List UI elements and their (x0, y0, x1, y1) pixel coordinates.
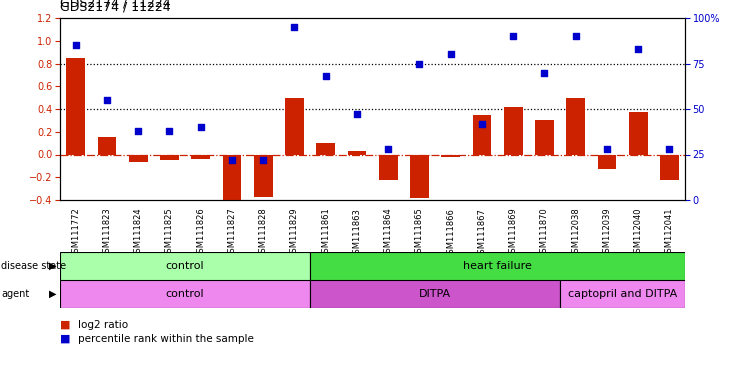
Point (664, 146, 675, 152)
Bar (560, 280, 685, 308)
Point (539, 70, 550, 76)
Bar (597, 154, 616, 169)
Bar (60, 252, 310, 280)
Bar (191, 154, 210, 159)
Point (288, 24, 300, 30)
Point (132, 128, 144, 134)
Point (101, 97, 112, 103)
Text: control: control (166, 261, 204, 271)
Text: heart failure: heart failure (463, 261, 532, 271)
Point (70, 42, 82, 48)
Point (257, 157, 269, 163)
Bar (98, 137, 116, 154)
Point (413, 60, 425, 66)
Point (383, 146, 394, 152)
Text: ■: ■ (60, 320, 71, 330)
Point (570, 33, 582, 39)
Text: ▶: ▶ (49, 261, 56, 271)
Text: agent: agent (1, 289, 30, 299)
Point (601, 146, 612, 152)
Point (320, 73, 331, 79)
Bar (629, 113, 648, 154)
Bar (660, 154, 679, 180)
Bar (347, 151, 366, 154)
Bar (316, 143, 335, 154)
Point (164, 128, 175, 134)
Bar (472, 115, 491, 154)
Bar (379, 154, 398, 180)
Bar (254, 154, 272, 197)
Text: DITPA: DITPA (419, 289, 451, 299)
Bar (310, 252, 685, 280)
Bar (441, 154, 460, 157)
Bar (566, 98, 585, 154)
Text: captopril and DITPA: captopril and DITPA (568, 289, 677, 299)
Text: control: control (166, 289, 204, 299)
Point (226, 157, 238, 163)
Text: log2 ratio: log2 ratio (78, 320, 128, 330)
Point (351, 111, 363, 118)
Text: disease state: disease state (1, 261, 66, 271)
Bar (66, 58, 85, 154)
Bar (160, 154, 179, 160)
Bar (410, 154, 429, 198)
Bar (223, 154, 241, 214)
Text: GDS2174 / 11224: GDS2174 / 11224 (60, 1, 171, 13)
Point (632, 46, 644, 52)
Text: ■: ■ (60, 334, 71, 344)
Text: ▶: ▶ (49, 289, 56, 299)
Bar (504, 107, 523, 154)
Bar (60, 280, 310, 308)
Bar (310, 280, 560, 308)
Text: GDS2174 / 11224: GDS2174 / 11224 (60, 0, 171, 10)
Text: percentile rank within the sample: percentile rank within the sample (78, 334, 254, 344)
Point (195, 124, 207, 130)
Bar (128, 154, 147, 162)
Point (476, 121, 488, 127)
Point (445, 51, 456, 58)
Bar (535, 120, 554, 154)
Bar (285, 98, 304, 154)
Point (507, 33, 519, 39)
